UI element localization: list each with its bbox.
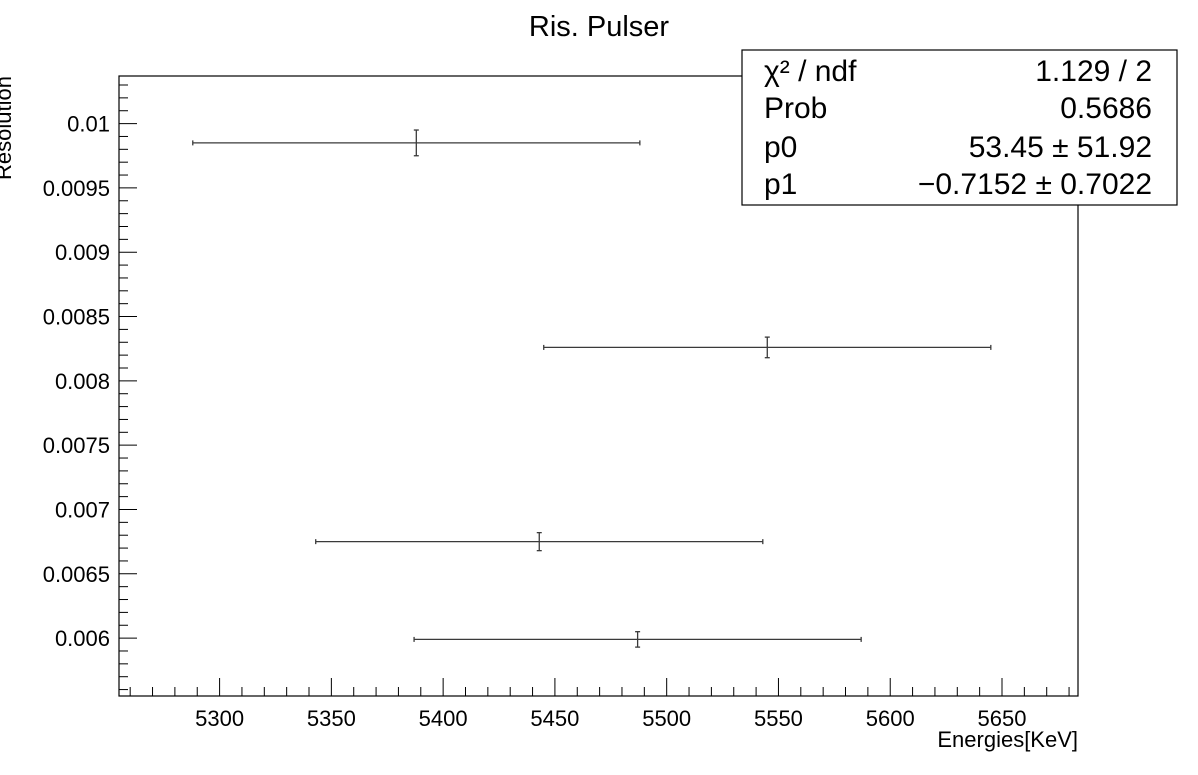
y-tick-label: 0.008 — [55, 369, 110, 394]
y-tick-label: 0.0075 — [43, 433, 110, 458]
data-point — [315, 531, 764, 552]
stats-p0-value: 53.45 ± 51.92 — [969, 131, 1152, 164]
y-tick-label: 0.01 — [67, 112, 110, 137]
plot-frame — [118, 75, 1079, 697]
stats-box-frame — [741, 49, 1178, 206]
data-point — [192, 129, 641, 157]
data-points — [192, 129, 992, 648]
y-tick-label: 0.006 — [55, 626, 110, 651]
y-tick-label: 0.0085 — [43, 305, 110, 330]
data-point — [413, 631, 862, 648]
x-tick-label: 5450 — [530, 706, 579, 731]
x-tick-label: 5300 — [195, 706, 244, 731]
y-axis: 0.006 0.0065 0.007 0.0075 0.008 0.0085 0.009 0.… — [43, 84, 137, 691]
y-tick-label: 0.007 — [55, 497, 110, 522]
stats-prob-label: Prob — [764, 92, 827, 125]
stats-chi2-label: χ² / ndf — [764, 55, 857, 88]
stats-p1-label: p1 — [764, 168, 797, 201]
x-tick-label: 5400 — [419, 706, 468, 731]
stats-p1-value: −0.7152 ± 0.7022 — [918, 168, 1152, 201]
y-axis-title: Resolution — [0, 76, 16, 180]
x-axis-title: Energies[KeV] — [937, 727, 1078, 752]
x-tick-label: 5650 — [978, 706, 1027, 731]
y-tick-label: 0.0065 — [43, 562, 110, 587]
stats-box: χ² / ndf 1.129 / 2 Prob 0.5686 p0 53.45 … — [741, 49, 1178, 206]
x-tick-label: 5500 — [642, 706, 691, 731]
y-tick-label: 0.009 — [55, 240, 110, 265]
chart-title: Ris. Pulser — [529, 11, 670, 43]
x-tick-label: 5600 — [866, 706, 915, 731]
x-axis: 5300 5350 5400 5450 5500 5550 5600 5650 — [129, 678, 1070, 731]
stats-prob-value: 0.5686 — [1060, 92, 1152, 125]
data-point — [543, 336, 992, 359]
x-tick-label: 5350 — [307, 706, 356, 731]
stats-chi2-value: 1.129 / 2 — [1035, 55, 1152, 88]
y-tick-label: 0.0095 — [43, 176, 110, 201]
x-tick-label: 5550 — [754, 706, 803, 731]
stats-p0-label: p0 — [764, 131, 797, 164]
